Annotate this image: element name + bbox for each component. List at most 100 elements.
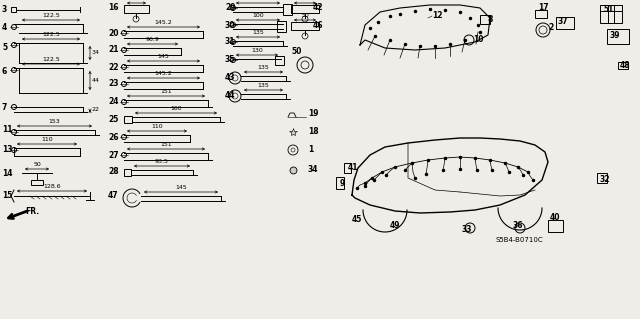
Text: 145: 145: [157, 54, 170, 59]
Bar: [275, 56, 284, 65]
Text: 44: 44: [225, 92, 236, 100]
Text: 25: 25: [108, 115, 118, 123]
Bar: [336, 177, 344, 189]
Bar: [480, 15, 490, 24]
Text: 34: 34: [308, 166, 319, 174]
Text: 130: 130: [251, 48, 263, 53]
Text: 14: 14: [2, 169, 13, 179]
Text: 110: 110: [41, 137, 53, 142]
Text: 160: 160: [170, 106, 182, 111]
Bar: [344, 163, 351, 173]
Text: 100: 100: [252, 13, 264, 18]
Text: 3: 3: [2, 5, 7, 14]
Text: 22: 22: [92, 107, 100, 112]
Text: 8: 8: [488, 16, 493, 25]
Text: 31: 31: [225, 38, 236, 47]
Text: 21: 21: [108, 46, 118, 55]
Text: FR.: FR.: [25, 207, 39, 217]
Text: 47: 47: [108, 190, 118, 199]
Bar: [291, 22, 319, 30]
Text: 49: 49: [390, 220, 401, 229]
Text: 36: 36: [513, 221, 524, 231]
Bar: [607, 29, 629, 44]
Bar: [535, 10, 547, 18]
Text: 50: 50: [291, 48, 301, 56]
Text: 145.2: 145.2: [155, 20, 172, 25]
Text: 6: 6: [2, 68, 7, 77]
Text: 145.2: 145.2: [155, 71, 172, 76]
Text: 2: 2: [548, 24, 553, 33]
Text: 50: 50: [301, 0, 309, 1]
Bar: [283, 4, 292, 15]
Text: 4: 4: [2, 23, 7, 32]
Text: 27: 27: [108, 151, 118, 160]
Text: 122.5: 122.5: [42, 57, 60, 62]
Text: 22: 22: [108, 63, 118, 71]
Text: 135: 135: [252, 30, 264, 35]
Text: 40: 40: [550, 213, 561, 222]
Bar: [291, 5, 319, 13]
Text: 12: 12: [432, 11, 442, 20]
Text: 10: 10: [473, 35, 483, 44]
Text: 20: 20: [108, 28, 118, 38]
Text: 26: 26: [108, 132, 118, 142]
Text: 19: 19: [308, 109, 319, 118]
Text: 151: 151: [160, 89, 172, 94]
Text: 43: 43: [225, 73, 236, 83]
Bar: [600, 5, 622, 23]
Text: 122.5: 122.5: [42, 32, 60, 37]
Text: 41: 41: [348, 164, 358, 173]
Text: 37: 37: [558, 18, 568, 26]
Text: 13: 13: [2, 145, 13, 154]
Text: 30: 30: [225, 20, 236, 29]
Bar: [124, 116, 132, 123]
Text: 34: 34: [92, 50, 100, 56]
Text: 5: 5: [2, 42, 7, 51]
Text: 50: 50: [33, 162, 41, 167]
Text: 51: 51: [603, 5, 613, 14]
Text: 39: 39: [610, 31, 621, 40]
Text: 44: 44: [92, 78, 100, 83]
Text: 50: 50: [301, 13, 309, 18]
Text: 122.5: 122.5: [42, 13, 60, 18]
Text: 11: 11: [2, 125, 13, 135]
Bar: [597, 173, 607, 183]
Bar: [556, 17, 574, 29]
Text: 16: 16: [108, 4, 118, 12]
Text: 23: 23: [108, 79, 118, 88]
Text: 96.9: 96.9: [145, 37, 159, 42]
Text: 135: 135: [258, 83, 269, 88]
Bar: [11, 7, 16, 12]
Text: 32: 32: [600, 175, 611, 184]
Text: 100.5: 100.5: [249, 0, 267, 1]
Text: 9: 9: [340, 179, 345, 188]
Text: 128.6: 128.6: [43, 184, 61, 189]
Bar: [124, 169, 131, 176]
Bar: [548, 220, 563, 232]
Text: S5B4-B0710C: S5B4-B0710C: [495, 237, 543, 243]
Text: 35: 35: [225, 56, 236, 64]
Text: 135: 135: [258, 65, 269, 70]
Text: 93.5: 93.5: [155, 159, 169, 164]
Bar: [124, 5, 149, 13]
Text: 110: 110: [151, 124, 163, 129]
Text: 48: 48: [620, 61, 630, 70]
Bar: [618, 62, 628, 69]
Text: 15: 15: [2, 191, 12, 201]
Text: 145: 145: [175, 185, 187, 190]
Text: 7: 7: [2, 102, 8, 112]
Text: 28: 28: [108, 167, 118, 176]
Text: 151: 151: [160, 142, 172, 147]
Text: 18: 18: [308, 128, 319, 137]
Text: 29: 29: [225, 4, 236, 12]
Text: 44: 44: [132, 0, 141, 1]
Text: 33: 33: [462, 226, 472, 234]
Bar: [31, 180, 43, 185]
Text: 1: 1: [308, 145, 313, 154]
Text: 42: 42: [313, 4, 323, 12]
Bar: [277, 21, 286, 32]
Text: 46: 46: [313, 20, 323, 29]
Text: 153: 153: [49, 119, 60, 124]
Text: 17: 17: [538, 4, 548, 12]
Text: 45: 45: [352, 216, 362, 225]
